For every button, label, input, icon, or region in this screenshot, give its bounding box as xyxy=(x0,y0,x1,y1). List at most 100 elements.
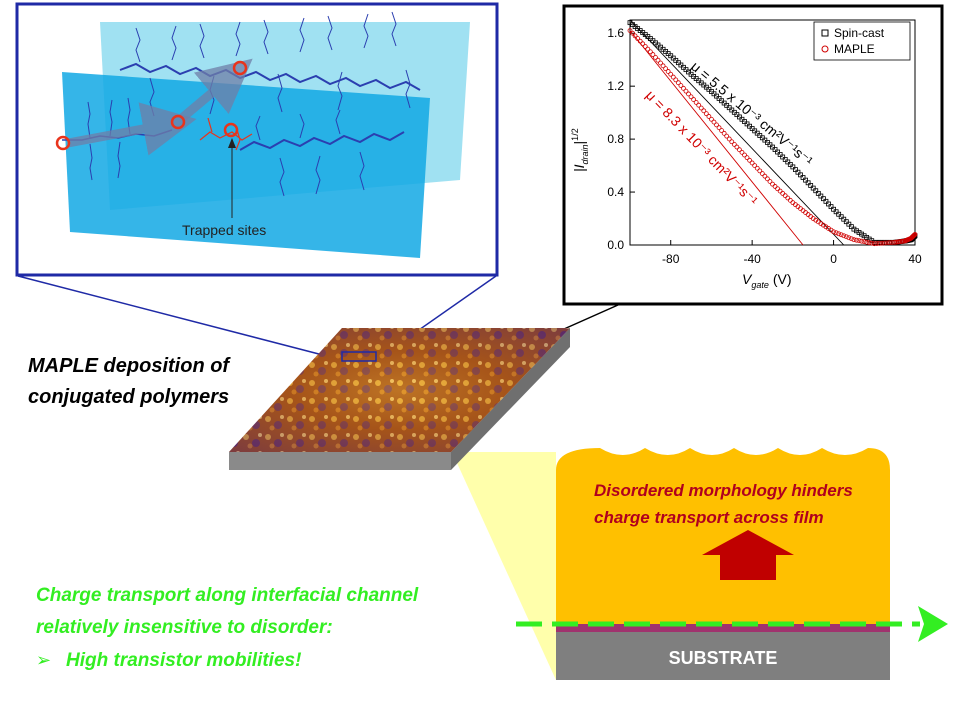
data-point-maple xyxy=(632,33,638,39)
data-point-spin-cast xyxy=(823,198,829,204)
afm-side-right xyxy=(451,328,570,470)
hopping-arrow-2 xyxy=(179,58,253,122)
data-point-maple xyxy=(759,171,765,176)
data-point-maple xyxy=(742,152,747,158)
data-point-maple xyxy=(665,69,671,74)
data-point-maple xyxy=(701,108,707,114)
data-point-spin-cast xyxy=(775,149,780,155)
bullet-arrow-icon: ➢ xyxy=(36,650,51,671)
y-tick-label: 1.6 xyxy=(607,26,624,40)
data-point-maple xyxy=(693,99,699,105)
afm-top-shade xyxy=(229,328,570,452)
data-point-spin-cast xyxy=(808,183,814,188)
data-point-maple xyxy=(843,234,849,240)
lateral-arrowhead xyxy=(918,606,948,642)
fit-line-maple xyxy=(629,30,804,246)
data-point-maple xyxy=(887,240,892,246)
data-point-maple xyxy=(912,232,917,238)
data-point-maple xyxy=(726,136,732,142)
data-point-maple xyxy=(655,57,661,63)
data-point-maple xyxy=(874,241,880,246)
chart-legend: Spin-cast MAPLE xyxy=(813,21,911,61)
data-point-maple xyxy=(688,94,694,100)
data-point-maple xyxy=(737,147,742,153)
legend-marker-maple xyxy=(821,45,829,53)
interfacial-channel-layer xyxy=(556,624,890,632)
data-point-spin-cast xyxy=(813,188,819,194)
data-point-maple xyxy=(879,240,885,246)
data-point-spin-cast xyxy=(805,180,811,186)
channel-text-line2: relatively insensitive to disorder: xyxy=(36,617,333,638)
data-point-maple xyxy=(719,128,725,133)
trap-site-1 xyxy=(55,135,71,151)
data-point-maple xyxy=(683,88,689,94)
zoom-region-marker xyxy=(341,351,377,362)
data-point-maple xyxy=(668,71,674,77)
legend-label-maple: MAPLE xyxy=(834,42,875,56)
data-point-maple xyxy=(856,238,862,244)
data-point-spin-cast xyxy=(793,167,798,172)
data-point-maple xyxy=(706,114,712,119)
legend-box xyxy=(813,21,911,61)
data-point-maple xyxy=(660,63,666,69)
trap-site-3 xyxy=(232,60,248,76)
film-cross-section: SUBSTRATE Disordered morphology hinders … xyxy=(556,448,890,680)
data-point-spin-cast xyxy=(803,177,808,183)
y-axis-label: |Idrain|1/2 xyxy=(570,128,590,172)
data-point-maple xyxy=(767,179,773,184)
transfer-chart: -80 -40 0 40 0.0 0.4 0.8 1.2 1.6 Spin-cast MAPLE… xyxy=(562,4,944,306)
data-point-spin-cast xyxy=(815,190,821,196)
x-tick-label: -40 xyxy=(743,252,761,266)
data-point-maple xyxy=(637,38,643,44)
data-point-maple xyxy=(670,74,676,80)
data-point-maple xyxy=(866,240,872,246)
data-point-maple xyxy=(729,139,735,145)
data-point-maple xyxy=(709,116,714,122)
data-point-maple xyxy=(911,233,916,239)
zoom-line-left xyxy=(17,275,343,361)
data-point-maple xyxy=(848,236,854,242)
data-point-maple xyxy=(645,46,651,52)
data-point-maple xyxy=(859,238,864,244)
data-point-maple xyxy=(838,232,844,238)
data-point-maple xyxy=(757,168,763,174)
maple-title-line2: conjugated polymers xyxy=(28,386,229,408)
cross-section-cone xyxy=(452,452,556,680)
y-tick-label: 0.8 xyxy=(607,132,624,146)
data-point-maple xyxy=(744,155,750,161)
data-point-spin-cast xyxy=(798,172,803,178)
substrate-label: SUBSTRATE xyxy=(669,648,778,668)
data-point-maple xyxy=(734,144,740,150)
data-point-maple xyxy=(749,160,755,166)
data-point-maple xyxy=(846,235,852,241)
data-point-maple xyxy=(747,157,752,163)
fit-line-spin-cast xyxy=(629,19,845,246)
channel-bullet-text: High transistor mobilities! xyxy=(66,650,301,671)
disorder-text-line2: charge transport across film xyxy=(594,508,824,527)
fit-lines xyxy=(629,19,845,246)
data-point-maple xyxy=(696,102,702,108)
data-point-maple xyxy=(630,30,635,36)
data-point-maple xyxy=(731,142,737,147)
hopping-arrow-1 xyxy=(67,102,197,156)
data-point-maple xyxy=(724,133,730,139)
data-point-maple xyxy=(658,60,663,66)
afm-side-front xyxy=(229,452,451,470)
data-point-maple xyxy=(635,36,641,41)
data-point-maple xyxy=(686,91,691,97)
data-point-maple xyxy=(663,66,669,72)
data-point-maple xyxy=(711,119,717,125)
data-point-spin-cast xyxy=(772,147,778,152)
data-point-maple xyxy=(642,44,648,49)
y-tick-label: 1.2 xyxy=(607,79,624,93)
y-tick-label: 0.4 xyxy=(607,185,624,199)
data-point-spin-cast xyxy=(838,214,844,220)
maple-title-line1: MAPLE deposition of xyxy=(28,355,231,377)
trap-label-arrowhead xyxy=(228,138,236,148)
x-tick-label: -80 xyxy=(662,252,680,266)
data-point-spin-cast xyxy=(780,154,786,160)
data-point-spin-cast xyxy=(800,175,806,180)
data-point-maple xyxy=(861,239,867,245)
